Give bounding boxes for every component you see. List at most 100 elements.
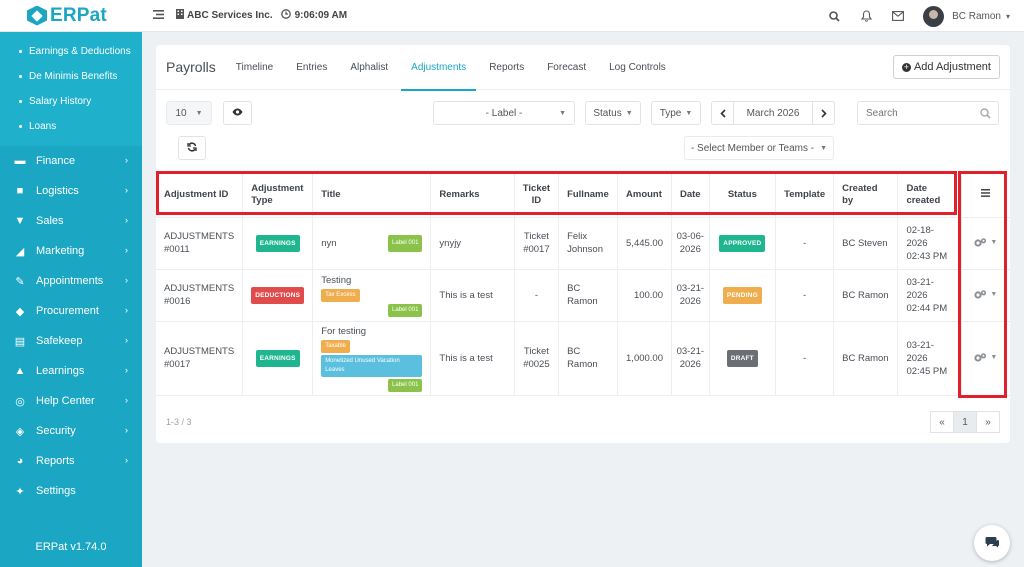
header-adjustment-type[interactable]: Adjustment Type xyxy=(242,173,314,218)
sidebar-item-help-center[interactable]: ◎ Help Center › xyxy=(0,386,142,416)
cell-remarks: This is a test xyxy=(430,321,515,396)
prev-month-button[interactable] xyxy=(712,102,734,124)
cell-fullname[interactable]: BC Ramon xyxy=(558,269,619,322)
avatar[interactable] xyxy=(923,5,945,27)
header-date[interactable]: Date xyxy=(671,173,710,218)
type-filter[interactable]: Type ▼ xyxy=(651,101,701,125)
tab-alphalist[interactable]: Alphalist xyxy=(350,61,389,73)
row-options-button[interactable]: ▼ xyxy=(974,236,997,249)
chevron-right-icon: › xyxy=(125,155,128,165)
sidebar-item-appointments[interactable]: ✎ Appointments › xyxy=(0,266,142,296)
header-date-created[interactable]: Date created xyxy=(897,173,962,218)
sidebar-item-reports[interactable]: ◕ Reports › xyxy=(0,446,142,476)
row-options-button[interactable]: ▼ xyxy=(974,288,997,301)
company-name[interactable]: ABC Services Inc. xyxy=(187,10,273,21)
logo-icon xyxy=(27,5,47,26)
cell-ticket-id[interactable]: Ticket #0017 xyxy=(514,217,560,270)
page-button-1[interactable]: 1 xyxy=(953,411,977,433)
cell-created-by[interactable]: BC Steven xyxy=(833,217,899,270)
sidebar-item-safekeep[interactable]: ▤ Safekeep › xyxy=(0,326,142,356)
chevron-left-icon xyxy=(719,108,726,118)
sidebar-item-settings[interactable]: ✦ Settings xyxy=(0,476,142,506)
page-title: Payrolls xyxy=(166,59,216,75)
title-text: Testing xyxy=(321,274,352,286)
chevron-right-icon: › xyxy=(125,425,128,435)
refresh-button[interactable] xyxy=(178,136,206,160)
next-page-button[interactable]: » xyxy=(976,411,1000,433)
cell-fullname[interactable]: BC Ramon xyxy=(558,321,619,396)
sidebar-item-label: Appointments xyxy=(36,275,104,287)
tab-timeline[interactable]: Timeline xyxy=(235,61,274,73)
header-options[interactable] xyxy=(961,173,1010,218)
tab-adjustments[interactable]: Adjustments xyxy=(401,45,477,91)
tab-log-controls[interactable]: Log Controls xyxy=(609,61,666,73)
search-icon[interactable] xyxy=(980,108,991,122)
cell-ticket-id[interactable]: Ticket #0025 xyxy=(514,321,560,396)
label-select[interactable]: - Label - ▼ xyxy=(433,101,575,125)
sidebar-item-security[interactable]: ◈ Security › xyxy=(0,416,142,446)
header-title[interactable]: Title xyxy=(312,173,432,218)
submenu-item-de-minimis[interactable]: De Minimis Benefits xyxy=(0,67,142,92)
cell-fullname[interactable]: Felix Johnson xyxy=(558,217,619,270)
header-status[interactable]: Status xyxy=(709,173,777,218)
mail-icon[interactable] xyxy=(891,9,905,23)
bell-icon[interactable] xyxy=(859,9,873,23)
table-row[interactable]: ADJUSTMENTS #0017 EARNINGS For testing Taxa… xyxy=(156,321,1010,396)
chat-button[interactable] xyxy=(974,525,1010,561)
header-created-by[interactable]: Created by xyxy=(833,173,899,218)
table-row[interactable]: ADJUSTMENTS #0016 DEDUCTIONS Testing Tax Ex… xyxy=(156,269,1010,322)
search-icon[interactable] xyxy=(827,9,841,23)
cell-adjustment-id[interactable]: ADJUSTMENTS #0011 xyxy=(156,217,244,270)
header-ticket-id[interactable]: Ticket ID xyxy=(514,173,560,218)
next-month-button[interactable] xyxy=(812,102,834,124)
cell-title[interactable]: For testing Taxable Monetized Unused Vacat… xyxy=(312,321,432,396)
column-visibility-button[interactable] xyxy=(223,101,252,125)
cell-created-by[interactable]: BC Ramon xyxy=(833,321,899,396)
shield-icon: ◈ xyxy=(15,425,25,438)
cell-adjustment-type: EARNINGS xyxy=(242,321,314,396)
prev-page-button[interactable]: « xyxy=(930,411,954,433)
page-size-value: 10 xyxy=(175,107,187,119)
table-row[interactable]: ADJUSTMENTS #0011 EARNINGS nyn Label 001 yny… xyxy=(156,217,1010,270)
cell-adjustment-id[interactable]: ADJUSTMENTS #0016 xyxy=(156,269,244,322)
member-team-select[interactable]: - Select Member or Teams - ▼ xyxy=(684,136,834,160)
sidebar-item-sales[interactable]: ▼ Sales › xyxy=(0,206,142,236)
search-input[interactable] xyxy=(866,107,976,119)
status-filter-label: Status xyxy=(593,107,622,119)
cell-title[interactable]: nyn Label 001 xyxy=(312,217,432,270)
row-options-button[interactable]: ▼ xyxy=(974,351,997,364)
sidebar-item-logistics[interactable]: ■ Logistics › xyxy=(0,176,142,206)
status-filter[interactable]: Status ▼ xyxy=(585,101,641,125)
tab-forecast[interactable]: Forecast xyxy=(547,61,587,73)
submenu-item-salary-history[interactable]: Salary History xyxy=(0,92,142,117)
user-caret-icon[interactable]: ▾ xyxy=(1005,11,1010,21)
cell-title[interactable]: Testing Tax Excess Label 001 xyxy=(312,269,432,322)
sidebar-item-finance[interactable]: ▬ Finance › xyxy=(0,146,142,176)
sidebar-item-learnings[interactable]: ▲ Learnings › xyxy=(0,356,142,386)
menu-toggle-icon[interactable] xyxy=(153,9,164,22)
header-fullname[interactable]: Fullname xyxy=(558,173,619,218)
header-template[interactable]: Template xyxy=(775,173,835,218)
cell-adjustment-id[interactable]: ADJUSTMENTS #0017 xyxy=(156,321,244,396)
submenu-item-loans[interactable]: Loans xyxy=(0,117,142,142)
type-badge: EARNINGS xyxy=(255,349,300,367)
month-label[interactable]: March 2026 xyxy=(746,107,800,119)
user-name[interactable]: BC Ramon xyxy=(952,10,1001,22)
sidebar-item-procurement[interactable]: ◆ Procurement › xyxy=(0,296,142,326)
tag-row: Taxable xyxy=(321,339,422,353)
cell-options: ▼ xyxy=(961,269,1010,322)
add-adjustment-button[interactable]: + Add Adjustment xyxy=(892,55,1000,79)
header-adjustment-id[interactable]: Adjustment ID xyxy=(156,173,244,218)
cell-status: PENDING xyxy=(709,269,777,322)
chevron-down-icon: ▼ xyxy=(625,109,633,117)
header-remarks[interactable]: Remarks xyxy=(430,173,515,218)
page-size-select[interactable]: 10 ▼ xyxy=(166,101,212,125)
cell-created-by[interactable]: BC Ramon xyxy=(833,269,899,322)
submenu-item-earnings-deductions[interactable]: Earnings & Deductions xyxy=(0,42,142,67)
chevron-right-icon: › xyxy=(125,365,128,375)
sidebar-item-marketing[interactable]: ◢ Marketing › xyxy=(0,236,142,266)
logo[interactable]: ERPat xyxy=(0,0,142,32)
tab-reports[interactable]: Reports xyxy=(489,61,525,73)
header-amount[interactable]: Amount xyxy=(617,173,672,218)
tab-entries[interactable]: Entries xyxy=(296,61,328,73)
